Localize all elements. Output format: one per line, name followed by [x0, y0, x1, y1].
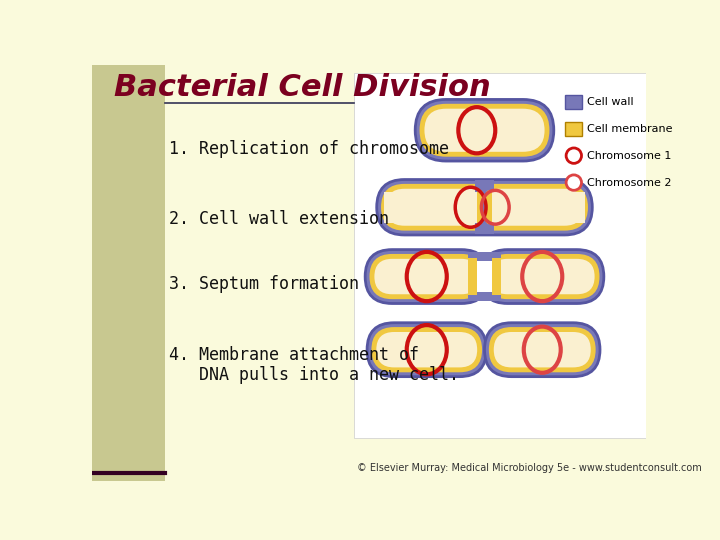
Ellipse shape	[566, 148, 582, 164]
Bar	[475, 180, 494, 234]
FancyBboxPatch shape	[477, 190, 483, 224]
Text: 3. Septum formation: 3. Septum formation	[168, 275, 359, 293]
FancyBboxPatch shape	[371, 255, 483, 298]
FancyBboxPatch shape	[415, 99, 554, 161]
FancyBboxPatch shape	[377, 179, 593, 235]
Text: Chromosome 2: Chromosome 2	[587, 178, 672, 187]
FancyBboxPatch shape	[494, 332, 590, 367]
FancyBboxPatch shape	[377, 332, 477, 367]
FancyBboxPatch shape	[367, 323, 487, 377]
Text: 4. Membrane attachment of
   DNA pulls into a new cell.: 4. Membrane attachment of DNA pulls into…	[168, 346, 459, 384]
FancyBboxPatch shape	[486, 190, 492, 224]
FancyBboxPatch shape	[565, 122, 582, 136]
Ellipse shape	[566, 175, 582, 190]
FancyBboxPatch shape	[374, 259, 479, 294]
Bar	[384, 192, 477, 222]
FancyBboxPatch shape	[382, 185, 587, 230]
Bar	[354, 72, 647, 438]
Bar	[477, 261, 492, 292]
Text: Chromosome 1: Chromosome 1	[587, 151, 671, 161]
Bar	[467, 258, 477, 295]
FancyBboxPatch shape	[425, 109, 544, 152]
FancyBboxPatch shape	[565, 95, 582, 109]
FancyBboxPatch shape	[485, 323, 600, 377]
Text: © Elsevier Murray: Medical Microbiology 5e - www.studentconsult.com: © Elsevier Murray: Medical Microbiology …	[357, 463, 702, 473]
Bar	[92, 65, 165, 481]
Text: Cell membrane: Cell membrane	[587, 124, 672, 134]
Bar	[492, 258, 501, 295]
FancyBboxPatch shape	[481, 249, 604, 303]
Bar	[165, 65, 647, 481]
Text: 2. Cell wall extension: 2. Cell wall extension	[168, 210, 389, 228]
FancyBboxPatch shape	[386, 189, 583, 226]
Text: 1. Replication of chromosome: 1. Replication of chromosome	[168, 140, 449, 159]
Bar	[492, 192, 585, 222]
Bar	[467, 252, 501, 301]
Text: Bacterial Cell Division: Bacterial Cell Division	[114, 72, 491, 102]
Text: Cell wall: Cell wall	[587, 97, 634, 107]
FancyBboxPatch shape	[372, 328, 481, 372]
FancyBboxPatch shape	[490, 259, 595, 294]
FancyBboxPatch shape	[486, 255, 598, 298]
FancyBboxPatch shape	[365, 249, 488, 303]
FancyBboxPatch shape	[490, 328, 595, 372]
FancyBboxPatch shape	[420, 105, 549, 156]
